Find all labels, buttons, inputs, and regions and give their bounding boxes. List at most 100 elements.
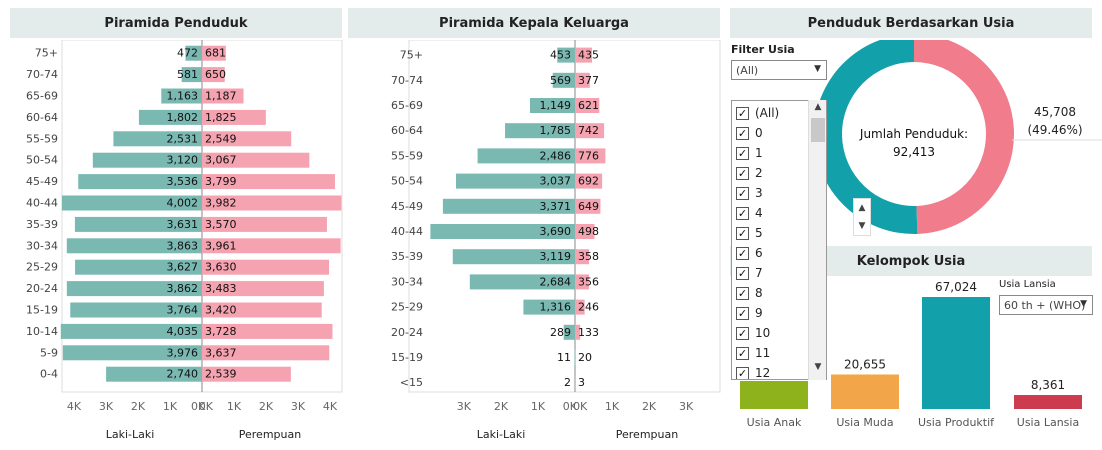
filter-option[interactable]: ✓ 8 xyxy=(736,284,763,302)
filter-option-label: 8 xyxy=(755,286,763,300)
checkbox-checked-icon[interactable]: ✓ xyxy=(736,306,749,320)
usia-lansia-dropdown[interactable]: 60 th + (WHO) ▼ xyxy=(999,295,1093,315)
female-bar xyxy=(202,281,324,297)
chevron-down-icon[interactable]: ▼ xyxy=(858,221,866,231)
pyramid-kk-title: Piramida Kepala Keluarga xyxy=(348,8,720,38)
filter-scrollbar[interactable]: ▲ ▼ xyxy=(808,100,826,380)
filter-option[interactable]: ✓ 9 xyxy=(736,304,763,322)
filter-option[interactable]: ✓ 10 xyxy=(736,324,770,342)
female-value-label: 3,067 xyxy=(205,154,237,167)
x-tick-label: 2K xyxy=(259,400,274,413)
female-value-label: 1,825 xyxy=(205,111,237,124)
male-bar xyxy=(442,198,575,214)
filter-option[interactable]: ✓ 3 xyxy=(736,184,763,202)
chevron-up-icon[interactable]: ▲ xyxy=(858,203,866,213)
female-value-label: 3,799 xyxy=(205,175,237,188)
usia-lansia-label: Usia Lansia xyxy=(999,279,1056,290)
category-label: 30-34 xyxy=(391,275,423,288)
female-bar xyxy=(575,249,590,265)
x-axis-label-right: Perempuan xyxy=(239,428,301,441)
checkbox-checked-icon[interactable]: ✓ xyxy=(736,346,749,360)
filter-option[interactable]: ✓ 5 xyxy=(736,224,763,242)
checkbox-checked-icon[interactable]: ✓ xyxy=(736,266,749,280)
female-value-label: 3,570 xyxy=(205,218,237,231)
scroll-down-icon[interactable]: ▼ xyxy=(814,362,822,372)
donut-slice xyxy=(814,40,918,234)
age-group-category-label: Usia Produktif xyxy=(918,416,995,429)
checkbox-checked-icon[interactable]: ✓ xyxy=(736,326,749,340)
filter-option[interactable]: ✓ 12 xyxy=(736,364,770,380)
category-label: 55-59 xyxy=(391,149,423,162)
female-value-label: 649 xyxy=(578,200,599,213)
male-value-label: 2,740 xyxy=(167,368,199,381)
male-value-label: 2,684 xyxy=(540,275,572,288)
filter-option-label: 10 xyxy=(755,326,771,340)
filter-option[interactable]: ✓ 1 xyxy=(736,144,763,162)
filter-option[interactable]: ✓ (All) xyxy=(736,104,779,122)
male-value-label: 3,120 xyxy=(167,154,199,167)
checkbox-checked-icon[interactable]: ✓ xyxy=(736,246,749,260)
category-label: 75+ xyxy=(35,47,58,60)
female-value-label: 246 xyxy=(578,301,599,314)
slice-value-label: 45,708 xyxy=(1034,105,1076,119)
filter-usia-dropdown[interactable]: (All) ▼ xyxy=(731,60,827,80)
female-value-label: 621 xyxy=(578,99,599,112)
male-bar xyxy=(181,67,202,83)
female-bar xyxy=(202,88,244,104)
x-tick-label: 3K xyxy=(457,400,472,413)
category-label: 25-29 xyxy=(26,261,58,274)
female-bar xyxy=(575,224,595,239)
checkbox-checked-icon[interactable]: ✓ xyxy=(736,186,749,200)
checkbox-checked-icon[interactable]: ✓ xyxy=(736,126,749,140)
x-tick-label: 0K xyxy=(199,400,214,413)
female-bar xyxy=(202,195,342,211)
scroll-thumb[interactable] xyxy=(811,118,825,142)
female-bar xyxy=(575,324,581,340)
checkbox-checked-icon[interactable]: ✓ xyxy=(736,226,749,240)
checkbox-checked-icon[interactable]: ✓ xyxy=(736,106,749,120)
checkbox-checked-icon[interactable]: ✓ xyxy=(736,366,749,380)
filter-option-label: 5 xyxy=(755,226,763,240)
male-bar xyxy=(430,224,575,239)
checkbox-checked-icon[interactable]: ✓ xyxy=(736,206,749,220)
filter-option[interactable]: ✓ 0 xyxy=(736,124,763,142)
age-group-category-label: Usia Anak xyxy=(747,416,802,429)
category-label: 15-19 xyxy=(391,351,423,364)
scroll-up-icon[interactable]: ▲ xyxy=(814,102,822,112)
female-value-label: 3,728 xyxy=(205,325,237,338)
checkbox-checked-icon[interactable]: ✓ xyxy=(736,166,749,180)
male-bar xyxy=(557,47,575,63)
female-bar xyxy=(202,174,335,190)
category-label: 20-24 xyxy=(391,326,423,339)
filter-option[interactable]: ✓ 2 xyxy=(736,164,763,182)
filter-option-label: 3 xyxy=(755,186,763,200)
slice-percent-label: (49.46%) xyxy=(1027,123,1082,137)
female-bar xyxy=(202,131,292,147)
male-value-label: 1,316 xyxy=(540,301,572,314)
age-group-bar xyxy=(831,374,899,409)
category-label: 50-54 xyxy=(391,175,423,188)
chevron-down-icon: ▼ xyxy=(1080,299,1087,309)
male-bar xyxy=(74,216,202,232)
female-bar xyxy=(202,345,330,361)
female-bar xyxy=(202,366,291,382)
checkbox-checked-icon[interactable]: ✓ xyxy=(736,286,749,300)
x-tick-label: 1K xyxy=(531,400,546,413)
donut-scroll-control[interactable]: ▲ ▼ xyxy=(853,198,871,236)
female-value-label: 498 xyxy=(578,225,599,238)
male-bar xyxy=(70,302,202,318)
female-bar xyxy=(202,259,330,275)
filter-option[interactable]: ✓ 4 xyxy=(736,204,763,222)
male-bar xyxy=(477,148,575,164)
female-value-label: 358 xyxy=(578,250,599,263)
pyramid-population-title: Piramida Penduduk xyxy=(10,8,342,38)
female-value-label: 742 xyxy=(578,124,599,137)
filter-option-label: 2 xyxy=(755,166,763,180)
checkbox-checked-icon[interactable]: ✓ xyxy=(736,146,749,160)
male-value-label: 3,536 xyxy=(167,175,199,188)
filter-option[interactable]: ✓ 11 xyxy=(736,344,770,362)
filter-option[interactable]: ✓ 6 xyxy=(736,244,763,262)
female-value-label: 20 xyxy=(578,351,592,364)
female-bar xyxy=(202,45,226,61)
filter-option[interactable]: ✓ 7 xyxy=(736,264,763,282)
